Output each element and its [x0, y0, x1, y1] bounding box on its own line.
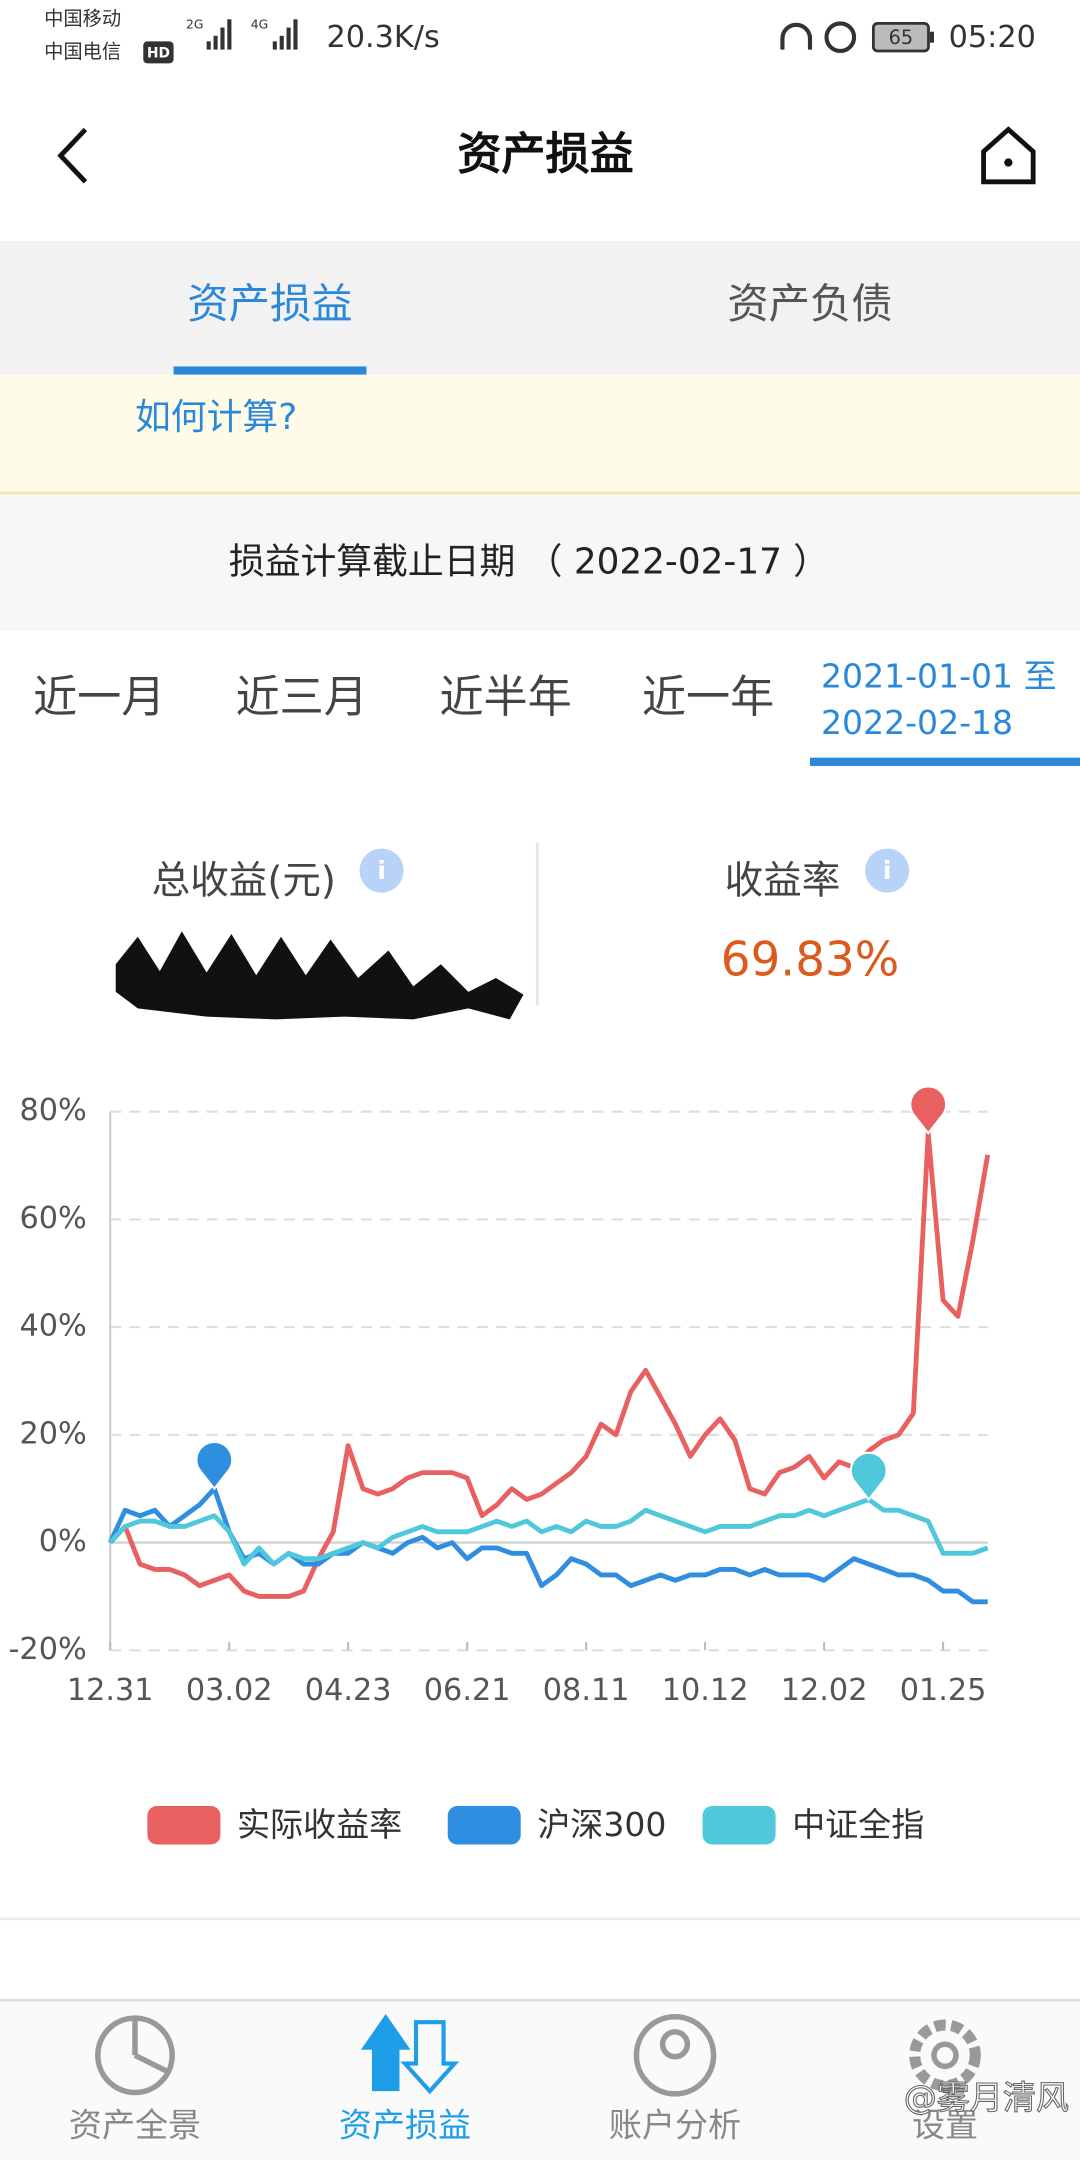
max-pin	[849, 1451, 888, 1502]
nav-label[interactable]: 设置	[912, 2105, 978, 2144]
custom-range-start[interactable]: 2021-01-01 至	[821, 656, 1057, 695]
x-tick-label: 12.02	[781, 1673, 868, 1708]
redacted-amount	[115, 931, 524, 1020]
legend-label: 沪深300	[537, 1805, 666, 1844]
battery-level: 65	[889, 26, 914, 49]
series-line	[108, 1130, 991, 1599]
net-speed: 20.3K/s	[326, 20, 439, 55]
nav-icon-detail	[931, 2041, 959, 2070]
home-button[interactable]	[981, 126, 1036, 185]
legend-swatch	[147, 1805, 221, 1845]
x-tick-label: 03.02	[186, 1673, 273, 1708]
cutoff-bar	[0, 495, 1080, 631]
x-tick-label: 04.23	[305, 1673, 392, 1708]
alarm-icon	[824, 21, 857, 54]
legend-label: 实际收益率	[237, 1805, 402, 1844]
rate-label: 收益率	[725, 859, 841, 904]
period-option[interactable]: 近半年	[439, 672, 571, 723]
nav-label-active[interactable]: 资产损益	[339, 2105, 471, 2144]
total-label: 总收益(元)	[152, 859, 336, 904]
nav-icon-detail	[659, 2029, 691, 2060]
x-tick-label: 08.11	[543, 1673, 630, 1708]
signal-icon	[206, 19, 298, 50]
nav-label[interactable]: 账户分析	[609, 2105, 741, 2144]
nav-icon-detail	[132, 2018, 170, 2075]
battery-tip	[929, 31, 934, 43]
tab-bar	[0, 241, 1080, 375]
max-pin	[909, 1085, 948, 1135]
carrier: 中国电信	[44, 40, 121, 63]
x-tick-label: 06.21	[424, 1673, 511, 1708]
y-tick-label: -20%	[9, 1632, 87, 1667]
y-tick-label: 60%	[19, 1201, 86, 1236]
network: 4G	[251, 16, 268, 31]
tab[interactable]: 资产负债	[727, 280, 892, 328]
legend-swatch	[447, 1805, 521, 1845]
custom-range-end[interactable]: 2022-02-18	[821, 703, 1013, 742]
page-title: 资产损益	[457, 129, 633, 180]
hd-label: HD	[147, 46, 170, 62]
hd-badge	[143, 41, 174, 64]
info-icon[interactable]	[865, 848, 910, 893]
back-button[interactable]	[57, 127, 88, 184]
battery-icon	[871, 22, 930, 53]
tab-indicator	[173, 366, 367, 375]
x-tick-label: 01.25	[900, 1673, 987, 1708]
series-line	[108, 1486, 988, 1605]
nav-icon	[633, 2013, 717, 2097]
x-tick-label: 12.31	[67, 1673, 154, 1708]
legend-label: 中证全指	[792, 1805, 924, 1844]
max-pin	[195, 1440, 234, 1491]
nav-icon	[909, 2019, 981, 2092]
nav-icon-active	[400, 2020, 460, 2095]
x-tick-label: 10.12	[662, 1673, 749, 1708]
period-option[interactable]: 近三月	[236, 672, 368, 723]
notice-link[interactable]: 如何计算?	[135, 397, 297, 438]
nav-icon-active	[360, 2013, 411, 2092]
clock: 05:20	[949, 20, 1036, 55]
series-line	[108, 1497, 989, 1567]
info-icon[interactable]	[359, 848, 404, 893]
info-glyph: i	[377, 856, 386, 885]
y-tick-label: 0%	[39, 1524, 87, 1559]
notice-bar	[0, 374, 1080, 494]
info-glyph: i	[883, 856, 891, 885]
tab-active[interactable]: 资产损益	[187, 280, 352, 328]
cutoff-date: 损益计算截止日期 （ 2022-02-17 ）	[229, 541, 829, 582]
bottom-nav	[0, 2000, 1080, 2160]
home-dot	[1004, 158, 1013, 167]
period-indicator	[810, 757, 1080, 766]
nav-label[interactable]: 资产全景	[69, 2105, 201, 2144]
carrier: 中国移动	[44, 7, 121, 30]
y-tick-label: 40%	[19, 1309, 86, 1344]
rate-value: 69.83%	[721, 933, 900, 987]
period-option[interactable]: 近一月	[33, 672, 165, 723]
period-option[interactable]: 近一年	[642, 672, 774, 723]
headphone-icon	[780, 22, 813, 50]
network: 2G	[186, 16, 203, 31]
legend-swatch	[702, 1805, 776, 1845]
y-tick-label: 80%	[19, 1093, 86, 1128]
line-chart: -20% 0% 20% 40% 60% 80% 12.31 03.02 04.23 06.21 08…	[9, 1085, 991, 1845]
y-tick-label: 20%	[19, 1416, 86, 1451]
watermark: @雾月清风	[904, 2078, 1069, 2117]
